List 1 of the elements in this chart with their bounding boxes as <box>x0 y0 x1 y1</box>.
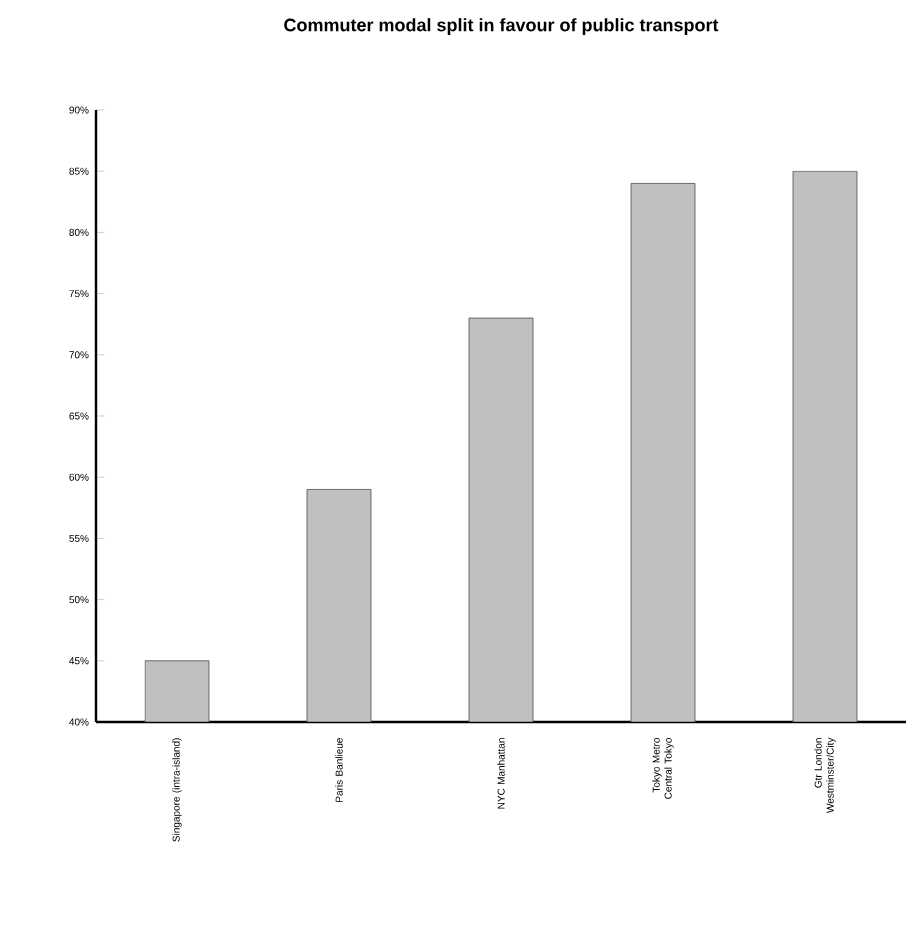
chart-title: Commuter modal split in favour of public transport <box>284 18 719 35</box>
